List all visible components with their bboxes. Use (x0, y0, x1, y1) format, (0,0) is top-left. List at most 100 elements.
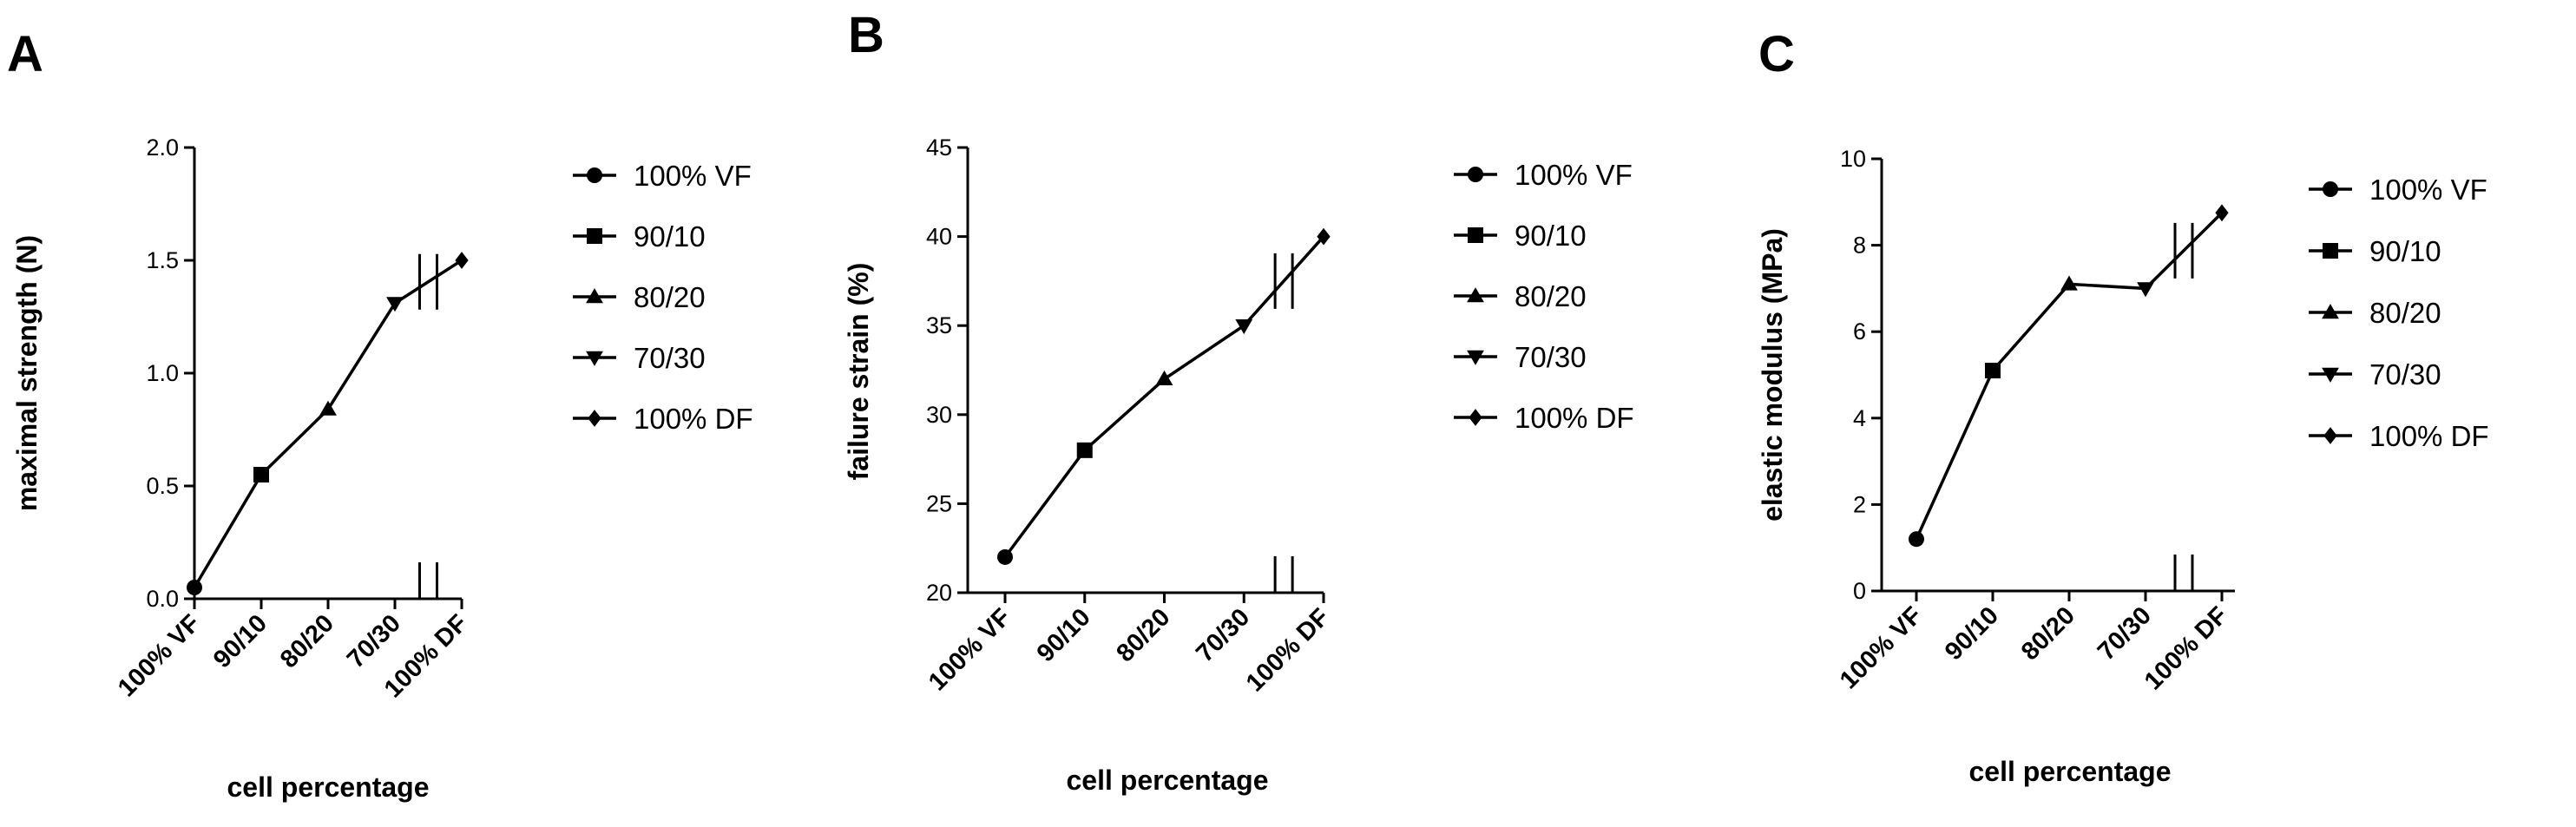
y-ticks: 0 2 4 6 8 10 (1840, 146, 1882, 604)
x-tick-label: 80/20 (2016, 601, 2080, 666)
legend: 100% VF 90/10 80/20 70/30 100% DF (573, 160, 753, 435)
y-axis-title: maximal strength (N) (11, 235, 43, 511)
legend-label: 100% DF (2369, 420, 2489, 452)
data-point (1985, 363, 2001, 379)
axis-breaks (2173, 222, 2194, 591)
x-tick-label: 100% VF (1835, 601, 1928, 694)
legend-label: 70/30 (2369, 358, 2441, 391)
x-axis-title: cell percentage (1969, 756, 2172, 787)
legend-label: 100% DF (1515, 402, 1634, 434)
chart-panel-b: B failure strain (%) cell percentage 202… (843, 7, 1634, 796)
legend-marker (1469, 409, 1482, 426)
legend-label: 100% VF (1515, 159, 1633, 191)
legend-marker (1467, 287, 1484, 303)
x-tick-label: 90/10 (1940, 601, 2004, 666)
x-tick-label: 100% VF (923, 603, 1016, 696)
legend-marker (587, 228, 602, 244)
data-point (1076, 442, 1093, 458)
series (1909, 204, 2229, 548)
legend-marker (2323, 427, 2337, 444)
data-point (2060, 275, 2078, 291)
y-tick-label: 10 (1840, 146, 1866, 172)
legend-label: 80/20 (2369, 297, 2441, 329)
data-point (1909, 531, 1924, 548)
data-point (997, 548, 1013, 565)
data-point (1155, 370, 1173, 385)
legend-label: 100% VF (2369, 174, 2487, 206)
legend: 100% VF 90/10 80/20 70/30 100% DF (2309, 174, 2489, 452)
legend-label: 70/30 (634, 342, 706, 374)
legend-marker (2322, 367, 2339, 383)
panel-letter: A (7, 26, 43, 82)
x-tick-label: 90/10 (1032, 603, 1096, 667)
y-tick-label: 2 (1853, 491, 1866, 517)
y-tick-label: 2.0 (146, 135, 179, 161)
chart-panel-a: A maximal strength (N) cell percentage 0… (7, 26, 753, 803)
series (187, 252, 469, 595)
legend-marker (2322, 304, 2339, 319)
axis-breaks (418, 253, 438, 599)
panel-letter: C (1758, 26, 1795, 82)
legend-marker (1467, 350, 1484, 365)
y-ticks: 20 25 30 35 40 45 (926, 135, 968, 606)
y-tick-label: 1.5 (146, 247, 179, 273)
legend-label: 90/10 (634, 220, 706, 253)
legend-marker (2323, 243, 2338, 259)
axis-breaks (1273, 253, 1294, 593)
legend-label: 70/30 (1515, 341, 1587, 373)
x-tick-label: 70/30 (2093, 601, 2157, 666)
legend-marker (587, 167, 602, 183)
y-tick-label: 25 (926, 490, 952, 516)
y-tick-label: 20 (926, 580, 952, 606)
data-point (455, 252, 469, 269)
y-tick-label: 45 (926, 135, 952, 161)
data-point (187, 580, 202, 595)
x-tick-label: 100% VF (113, 609, 206, 702)
series-line (193, 259, 463, 588)
x-tick-label: 70/30 (342, 609, 406, 673)
data-point (1235, 319, 1253, 335)
x-axis-title: cell percentage (1067, 765, 1269, 796)
chart-panel-c: C elastic modulus (MPa) cell percentage … (1757, 26, 2489, 787)
x-tick-label: 80/20 (275, 609, 339, 673)
data-point (2215, 204, 2229, 222)
data-point (319, 400, 337, 416)
legend-label: 100% VF (634, 160, 752, 192)
x-tick-label: 70/30 (1191, 603, 1255, 667)
data-point (386, 297, 404, 312)
y-tick-label: 4 (1853, 405, 1866, 431)
y-tick-label: 35 (926, 312, 952, 338)
legend-marker (2323, 181, 2338, 197)
x-tick-label: 100% DF (1241, 603, 1335, 697)
legend: 100% VF 90/10 80/20 70/30 100% DF (1454, 159, 1634, 434)
legend-marker (586, 351, 603, 366)
legend-label: 80/20 (634, 281, 706, 313)
x-tick-label: 90/10 (208, 609, 273, 673)
y-tick-label: 6 (1853, 318, 1866, 345)
y-axis-title: failure strain (%) (843, 263, 874, 481)
y-tick-label: 8 (1853, 233, 1866, 259)
x-tick-label: 80/20 (1112, 603, 1176, 667)
legend-label: 80/20 (1515, 280, 1587, 312)
y-tick-label: 0 (1853, 578, 1866, 604)
legend-marker (588, 410, 601, 427)
series (997, 227, 1331, 565)
x-axis-title: cell percentage (227, 771, 430, 803)
x-tick-label: 100% DF (2139, 601, 2233, 695)
legend-marker (1468, 227, 1483, 243)
y-tick-label: 0.5 (146, 473, 179, 499)
y-ticks: 0.0 0.5 1.0 1.5 2.0 (146, 135, 194, 612)
y-axis-title: elastic modulus (MPa) (1757, 228, 1788, 522)
y-tick-label: 1.0 (146, 360, 179, 386)
legend-marker (1468, 167, 1483, 182)
data-point (2137, 282, 2154, 298)
legend-marker (586, 288, 603, 304)
y-tick-label: 30 (926, 402, 952, 428)
y-tick-label: 40 (926, 224, 952, 250)
data-point (253, 467, 269, 482)
legend-label: 90/10 (2369, 235, 2441, 267)
